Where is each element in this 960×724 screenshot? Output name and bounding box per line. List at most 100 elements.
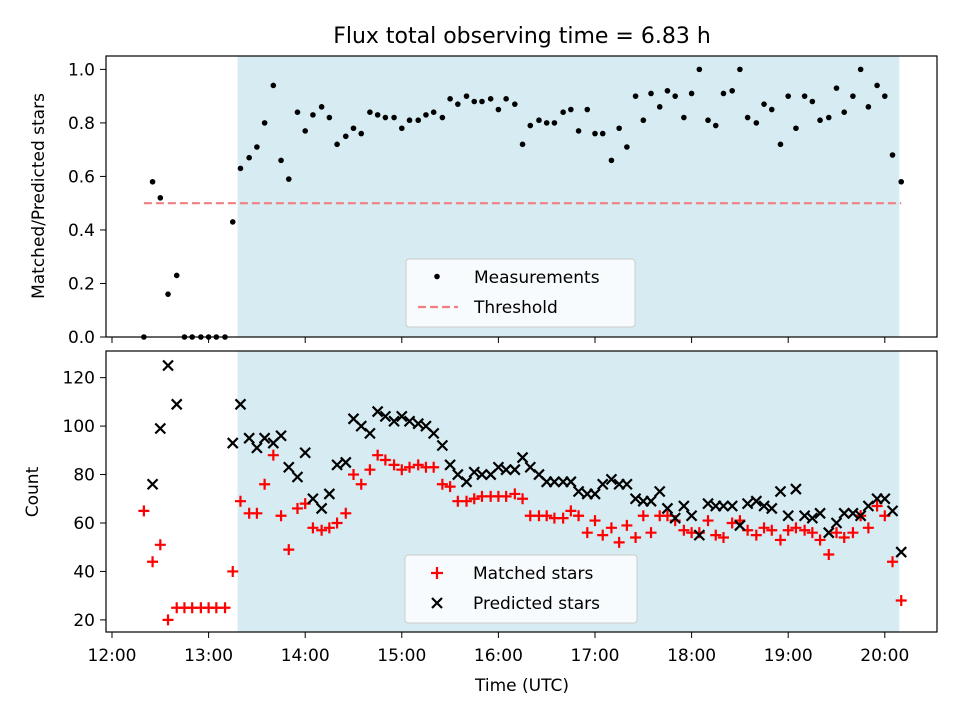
measurement-point [793, 125, 799, 132]
measurement-point [447, 96, 453, 102]
x-tick-label: 14:00 [281, 646, 330, 666]
matched-star-point [219, 602, 231, 614]
predicted-star-point [605, 473, 618, 486]
predicted-star-point [460, 476, 473, 488]
measurement-point [857, 66, 864, 73]
matched-star-point [847, 527, 859, 539]
matched-star-point [823, 548, 835, 560]
measurement-point [640, 117, 647, 124]
predicted-star-point [741, 497, 754, 510]
measurement-point [261, 120, 268, 126]
measurement-point [527, 122, 534, 129]
predicted-star-point [299, 446, 311, 459]
x-tick-label: 16:00 [474, 646, 523, 666]
count-legend-box [404, 554, 638, 624]
matched-star-point [838, 532, 850, 544]
predicted-star-point [388, 415, 400, 428]
predicted-star-point [364, 427, 376, 440]
legend-threshold-label: Threshold [473, 298, 558, 318]
predicted-star-point [678, 500, 690, 512]
predicted-star-point [798, 509, 811, 522]
matched-star-point [138, 505, 150, 517]
measurement-point [681, 114, 687, 121]
measurement-point [342, 133, 349, 140]
matched-star-point [436, 478, 448, 490]
predicted-star-point [629, 492, 642, 505]
matched-star-point [379, 454, 391, 466]
matched-star-point [162, 614, 174, 626]
matched-star-point [234, 495, 246, 507]
measurement-point [439, 114, 446, 121]
predicted-star-point [847, 507, 859, 520]
matched-star-point [799, 524, 811, 536]
matched-star-point [726, 517, 738, 529]
ratio-legend-box [405, 258, 636, 328]
matched-star-point [283, 544, 295, 556]
x-tick-label: 18:00 [667, 646, 716, 666]
measurement-point [310, 112, 316, 118]
legend-matched-marker [431, 567, 443, 579]
matched-star-point [831, 527, 842, 539]
matched-star-point [291, 502, 303, 514]
measurement-point [423, 112, 429, 118]
matched-star-point [782, 524, 794, 536]
matched-star-point [605, 522, 617, 534]
matched-star-point [702, 515, 714, 527]
measurement-point [358, 130, 365, 137]
predicted-star-point [717, 500, 730, 512]
predicted-star-point [476, 468, 488, 481]
y-tick-label: 20 [73, 611, 95, 631]
y-tick-label: 0.0 [68, 328, 95, 348]
measurement-point [624, 144, 630, 150]
matched-star-point [645, 527, 657, 539]
predicted-star-point [734, 519, 746, 532]
matched-stars-layer [138, 449, 907, 626]
predicted-star-point [436, 439, 449, 452]
measurement-point [874, 82, 880, 89]
measurement-point [318, 104, 325, 110]
measurement-point [608, 157, 615, 164]
matched-star-point [597, 529, 609, 541]
predicted-star-point [822, 526, 835, 539]
matched-star-point [717, 532, 729, 544]
predicted-star-point [886, 505, 899, 517]
measurement-point [512, 101, 518, 107]
predicted-star-point [548, 476, 561, 488]
predicted-star-point [621, 478, 633, 491]
x-tick-label: 20:00 [860, 646, 909, 666]
matched-star-point [678, 524, 690, 536]
measurement-point [729, 87, 735, 94]
measurement-point [495, 106, 502, 113]
matched-star-point [259, 478, 271, 490]
matched-star-point [364, 464, 376, 476]
predicted-star-point [275, 430, 287, 442]
matched-star-point [461, 495, 473, 507]
measurement-point [696, 66, 703, 73]
measurement-point [374, 112, 381, 118]
matched-star-point [790, 522, 802, 534]
measurement-point [889, 152, 896, 158]
x-tick-label: 15:00 [377, 646, 426, 666]
matched-star-point [412, 459, 424, 471]
matched-star-point [541, 510, 553, 522]
measurement-point [294, 109, 301, 115]
predicted-star-point [412, 417, 424, 430]
predicted-star-point [170, 398, 183, 411]
predicted-star-point [509, 463, 521, 476]
predicted-star-point [758, 500, 770, 512]
matched-star-point [147, 556, 159, 568]
chart-title: Flux total observing time = 6.83 h [333, 24, 711, 49]
predicted-star-point [468, 466, 481, 478]
measurement-point [801, 93, 808, 99]
measurement-point [825, 114, 832, 121]
measurement-point [898, 178, 905, 185]
measurement-point [720, 90, 727, 97]
legend-matched-label: Matched stars [473, 564, 593, 584]
x-tick-label: 17:00 [571, 646, 620, 666]
predicted-star-point [565, 476, 577, 488]
measurement-point [599, 130, 606, 137]
predicted-star-point [806, 512, 819, 524]
predicted-star-point [371, 405, 384, 418]
measurement-point [246, 154, 252, 161]
predicted-star-point [782, 509, 794, 522]
